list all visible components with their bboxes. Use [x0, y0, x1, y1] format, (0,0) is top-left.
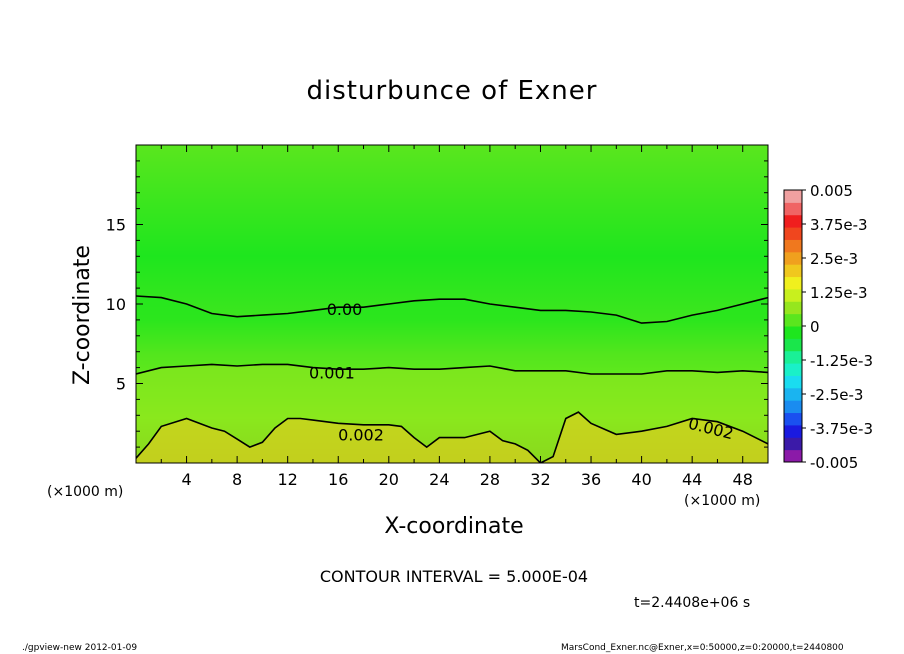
x-unit-label: (×1000 m): [47, 484, 124, 500]
colorbar-label: -1.25e-3: [810, 352, 873, 370]
footer-command: ./gpview-new 2012-01-09: [22, 643, 138, 653]
contour-line-0: [136, 295, 768, 324]
x-tick-label: 4: [181, 470, 191, 489]
colorbar-swatch: [784, 313, 802, 327]
colorbar-swatch: [784, 350, 802, 364]
colorbar-swatch: [784, 202, 802, 216]
colorbar-label: -2.5e-3: [810, 386, 863, 404]
x-tick-label: 12: [278, 470, 298, 489]
x-tick-label: 8: [232, 470, 242, 489]
y-tick-label: 5: [116, 375, 126, 394]
x-tick-label: 24: [429, 470, 449, 489]
colorbar-label: 1.25e-3: [810, 284, 868, 302]
colorbar-swatch: [784, 276, 802, 290]
colorbar-swatch: [784, 424, 802, 438]
x-tick-label: 48: [733, 470, 753, 489]
colorbar-swatch: [784, 251, 802, 265]
contour-label: 0.00: [327, 300, 363, 319]
contour-lines: [136, 295, 768, 463]
x-tick-label: 16: [328, 470, 348, 489]
x-tick-label: 40: [631, 470, 651, 489]
heatmap-field: [136, 145, 768, 463]
x-tick-label: 36: [581, 470, 601, 489]
colorbar-swatch: [784, 387, 802, 401]
x-unit-label-right: (×1000 m): [684, 493, 761, 509]
colorbar-swatch: [784, 363, 802, 376]
y-tick-label: 15: [106, 216, 126, 235]
colorbar-swatch: [784, 412, 802, 426]
x-axis-label: X-coordinate: [384, 514, 524, 539]
contour-line-1: [136, 363, 768, 375]
colorbar-swatch: [784, 449, 802, 463]
x-tick-label: 20: [379, 470, 399, 489]
colorbar-swatch: [784, 239, 802, 253]
colorbar-swatch: [784, 214, 802, 228]
colorbar-swatch: [784, 437, 802, 451]
colorbar-label: -0.005: [810, 454, 858, 472]
colorbar-swatch: [784, 227, 802, 240]
x-tick-label: 44: [682, 470, 702, 489]
colorbar-label: -3.75e-3: [810, 420, 873, 438]
colorbar-swatch: [784, 338, 802, 352]
colorbar-label: 2.5e-3: [810, 250, 858, 268]
time-label: t=2.4408e+06 s: [634, 595, 751, 611]
contour-label: 0.001: [309, 363, 355, 382]
colorbar-swatch: [784, 400, 802, 414]
footer-source: MarsCond_Exner.nc@Exner,x=0:50000,z=0:20…: [561, 643, 844, 653]
colorbar-swatch: [784, 190, 802, 203]
colorbar-swatch: [784, 375, 802, 389]
contour-band-2: [136, 412, 768, 463]
chart-title: disturbunce of Exner: [306, 76, 598, 106]
colorbar-swatch: [784, 288, 802, 302]
colorbar-label: 0: [810, 318, 820, 336]
y-axis-label: Z-coordinate: [70, 245, 95, 385]
colorbar-label: 3.75e-3: [810, 216, 868, 234]
contour-label: 0.002: [338, 425, 384, 444]
contour-line-2: [136, 411, 768, 463]
colorbar-swatch: [784, 301, 802, 315]
x-tick-label: 28: [480, 470, 500, 489]
x-tick-label: 32: [530, 470, 550, 489]
colorbar-swatch: [784, 326, 802, 339]
colorbar-label: 0.005: [810, 182, 853, 200]
colorbar: 0.005 3.75e-3 2.5e-3 1.25e-3 0 -1.25e-3 -2.5e-…: [783, 182, 873, 472]
y-tick-label: 10: [106, 295, 126, 314]
colorbar-swatch: [784, 264, 802, 278]
contour-interval-label: CONTOUR INTERVAL = 5.000E-04: [319, 567, 589, 586]
